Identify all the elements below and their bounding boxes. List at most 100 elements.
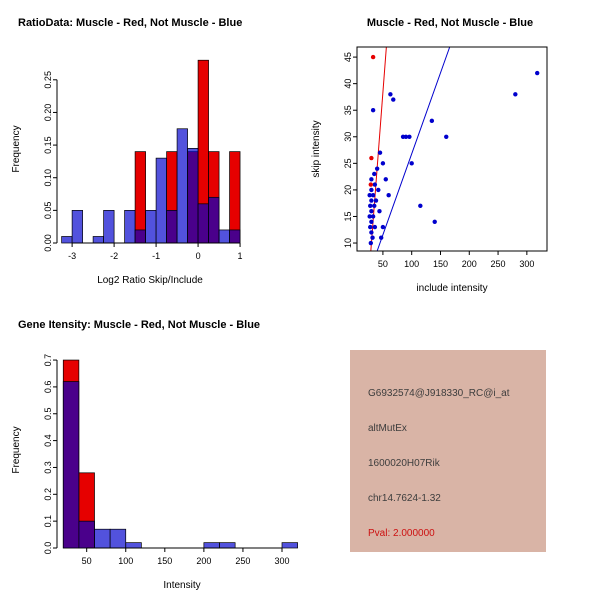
ratio-histogram-plot: -3 -2 -1 0 1 0.00 0.05 0.10 0.15 0.20 0.25 Log2 Rat… [11,59,243,286]
x-tick-label: 100 [404,259,419,269]
data-point [369,177,374,182]
data-point [388,92,393,97]
plot-border [356,46,548,252]
data-point [369,187,374,193]
data-point [369,198,374,203]
data-point [391,97,396,102]
data-point [535,70,540,76]
data-point [372,224,378,230]
hist-bar [229,151,241,244]
x-tick-label: 50 [378,259,388,269]
muscle-fit-line [370,46,387,252]
x-tick-label: 200 [196,556,211,566]
locus-text: chr14.7624-1.32 [368,493,441,504]
gene-intensity-histogram-title: Gene Itensity: Muscle - Red, Not Muscle … [18,319,261,331]
data-point [367,214,372,219]
hist-bar [229,229,241,244]
y-tick-label: 0.25 [43,71,53,89]
y-tick-label: 25 [343,158,353,168]
data-point [429,118,435,124]
intensity-scatter-plot: 50 100 150 200 250 300 10 15 20 25 30 35 40 45 include… [311,46,548,294]
data-point [369,155,374,161]
data-point [513,92,518,97]
ratio-histogram-title: RatioData: Muscle - Red, Not Muscle - Bl… [18,17,243,29]
hist-bar [187,147,199,244]
y-tick-label: 0.00 [43,234,53,252]
hist-bar [103,210,115,244]
data-point [407,134,412,139]
x-tick-label: 300 [274,556,289,566]
data-point [370,108,376,113]
data-point [368,240,374,246]
hist-series-not-muscle [61,128,241,244]
x-tick-label: 1 [238,251,243,261]
data-point [444,134,449,139]
hist-bar [176,128,188,244]
y-tick-label: 45 [343,52,353,62]
y-tick-label: 0.2 [43,488,53,501]
data-point [377,150,383,155]
hist-bar [197,203,209,244]
y-tick-label: 30 [343,132,353,142]
hist-bar [155,157,167,244]
hist-bar [62,381,80,549]
data-point [370,193,376,198]
hist-bar [125,542,142,549]
y-tick-label: 0.05 [43,202,53,220]
pval-text: Pval: 2.000000 [368,528,435,539]
x-tick-label: 150 [433,259,448,269]
scatter-series-muscle [368,54,376,187]
hist-bar [281,542,298,549]
data-point [380,224,386,230]
data-point [372,171,377,177]
x-tick-label: -1 [152,251,160,261]
y-tick-label: 0.4 [43,434,53,447]
y-tick-label: 0.0 [43,542,53,555]
data-point [403,134,409,139]
y-tick-label: 0.3 [43,461,53,474]
notmuscle-fit-line [376,46,451,252]
data-point [409,161,414,166]
data-point [376,187,381,193]
data-point [380,161,386,166]
gene-intensity-histogram-plot: 50 100 150 200 250 300 0.0 0.1 0.2 0.3 0.4 0.5 0.6 0.… [11,354,298,591]
hist-bar [203,542,220,549]
probe-id-text: G6932574@J918330_RC@i_at [368,388,510,399]
hist-bar [218,229,230,244]
y-tick-label: 0.1 [43,515,53,528]
scatter-series-not-muscle [367,70,540,246]
hist-series-not-muscle [62,381,298,549]
x-tick-label: 200 [462,259,477,269]
scatter-title: Muscle - Red, Not Muscle - Blue [366,17,534,29]
data-point [370,235,375,240]
y-axis-title: Frequency [11,125,22,172]
hist-bar [134,229,146,244]
x-tick-label: 300 [519,259,534,269]
hist-bar [208,196,220,244]
x-axis-title: include intensity [416,283,487,294]
y-tick-label: 0.20 [43,104,53,122]
hist-bar [145,210,157,244]
gene-name-text: 1600020H07Rik [368,458,440,469]
x-tick-label: 0 [196,251,201,261]
data-point [386,193,391,198]
data-point [368,182,374,187]
data-point [383,177,388,182]
y-axis-title: Frequency [11,426,22,473]
data-point [378,235,384,240]
x-axis-title: Intensity [163,580,200,591]
y-tick-label: 15 [343,211,353,221]
data-point [373,198,379,203]
info-box: G6932574@J918330_RC@i_at altMutEx 160002… [350,350,546,552]
data-point [372,182,378,187]
event-type-text: altMutEx [368,423,407,434]
hist-bar [124,210,136,244]
data-point [367,193,372,198]
hist-bar [109,528,127,549]
y-tick-label: 20 [343,185,353,195]
hist-bar [94,528,111,549]
data-point [369,230,374,235]
x-tick-label: -3 [68,251,76,261]
data-point [368,203,373,209]
